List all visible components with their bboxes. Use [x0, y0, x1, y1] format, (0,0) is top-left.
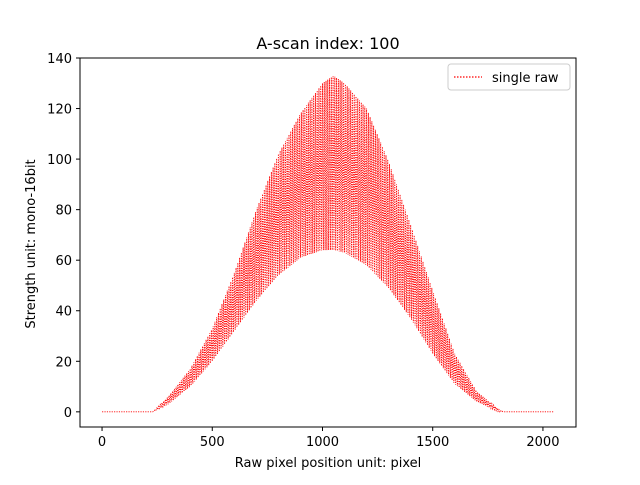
x-axis-label: Raw pixel position unit: pixel — [235, 456, 421, 471]
legend-label-single-raw: single raw — [492, 71, 559, 86]
plot-frame — [79, 57, 577, 428]
chart-title: A-scan index: 100 — [256, 34, 399, 53]
y-tick-label: 80 — [55, 204, 72, 219]
y-tick-label: 20 — [55, 355, 72, 370]
y-tick-label: 100 — [47, 153, 72, 168]
axes-layer: 0 500 1000 1500 2000 0 20 40 60 80 100 120 140 — [47, 52, 577, 450]
legend-box — [447, 63, 571, 91]
x-tick-label: 0 — [98, 435, 106, 450]
x-tick-label: 2000 — [526, 435, 559, 450]
x-tick-label: 1500 — [416, 435, 449, 450]
y-axis-label: Strength unit: mono-16bit — [24, 159, 39, 328]
x-tick-label: 1000 — [306, 435, 339, 450]
y-tick-label: 140 — [47, 52, 72, 67]
x-tick-label: 500 — [200, 435, 225, 450]
series-line-single-raw — [102, 75, 554, 413]
plot-data-layer — [102, 75, 554, 413]
y-tick-label: 120 — [47, 103, 72, 118]
legend: single raw — [447, 63, 571, 91]
y-tick-label: 40 — [55, 305, 72, 320]
y-tick-label: 60 — [55, 254, 72, 269]
y-tick-label: 0 — [64, 406, 72, 421]
